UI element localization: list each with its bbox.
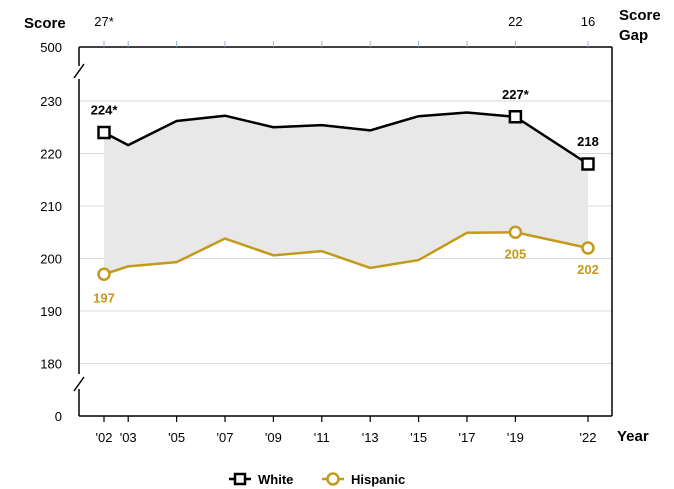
legend-hispanic-circle-icon xyxy=(326,472,340,486)
marker-white-2019 xyxy=(508,110,523,124)
marker-hispanic-2022 xyxy=(581,241,595,255)
data-label-white-2019: 227* xyxy=(502,87,530,102)
x-tick-label-2017: '17 xyxy=(459,430,476,445)
gap-axis-title-line2: Gap xyxy=(619,27,648,44)
score-gap-label-2002: 27* xyxy=(94,14,114,29)
legend-white-square-icon xyxy=(233,472,247,486)
x-tick-label-2013: '13 xyxy=(362,430,379,445)
legend-white-label: White xyxy=(258,472,293,487)
gap-shaded-area xyxy=(104,112,588,275)
y-tick-label-top: 500 xyxy=(40,40,62,55)
gap-axis-title-line1: Score xyxy=(619,7,661,24)
data-label-hispanic-2022: 202 xyxy=(577,262,599,277)
x-axis-title: Year xyxy=(617,428,649,445)
legend-item-hispanic[interactable]: Hispanic xyxy=(322,472,405,487)
data-label-white-2022: 218 xyxy=(577,134,599,149)
legend-item-white[interactable]: White xyxy=(229,472,293,487)
y-tick-label-190: 190 xyxy=(40,304,62,319)
marker-hispanic-2019 xyxy=(508,225,523,239)
axis-break-top-icon xyxy=(73,63,85,79)
legend: White Hispanic xyxy=(229,472,405,487)
y-tick-label-bottom: 0 xyxy=(55,409,62,424)
x-tick-label-2015: '15 xyxy=(410,430,427,445)
series-line-hispanic xyxy=(103,231,589,276)
y-tick-label-220: 220 xyxy=(40,147,62,162)
score-gap-label-2019: 22 xyxy=(508,14,522,29)
x-tick-label-2019: '19 xyxy=(507,430,524,445)
x-tick-label-2007: '07 xyxy=(217,430,234,445)
y-tick-label-210: 210 xyxy=(40,199,62,214)
series-line-white xyxy=(103,111,589,166)
legend-hispanic-label: Hispanic xyxy=(351,472,405,487)
x-tick-label-2011: '11 xyxy=(314,430,330,445)
data-label-hispanic-2019: 205 xyxy=(505,246,527,261)
labels: 224* 227* 218 197 205 202 xyxy=(91,87,599,306)
x-tick-label-2022: '22 xyxy=(580,430,597,445)
x-tick-label-2005: '05 xyxy=(168,430,185,445)
y-tick-label-180: 180 xyxy=(40,357,62,372)
marker-hispanic-2002 xyxy=(97,267,111,281)
marker-white-2022 xyxy=(581,157,595,171)
score-gap-label-2022: 16 xyxy=(581,14,595,29)
data-label-white-2002: 224* xyxy=(91,103,119,118)
y-tick-label-200: 200 xyxy=(40,252,62,267)
axis-break-bottom-icon xyxy=(73,376,85,392)
y-tick-label-230: 230 xyxy=(40,94,62,109)
y-axis-title: Score xyxy=(24,15,66,32)
markers xyxy=(97,110,595,281)
marker-white-2002 xyxy=(97,125,111,140)
x-tick-label-2002: '02 xyxy=(96,430,113,445)
data-label-hispanic-2002: 197 xyxy=(93,290,115,305)
series-lines xyxy=(103,111,589,276)
x-tick-label-2003: '03 xyxy=(120,430,137,445)
x-tick-label-2009: '09 xyxy=(265,430,282,445)
axes: 180 190 200 210 220 230 500 0 '02 '03 '05 '07 '09 '11… xyxy=(40,14,613,445)
